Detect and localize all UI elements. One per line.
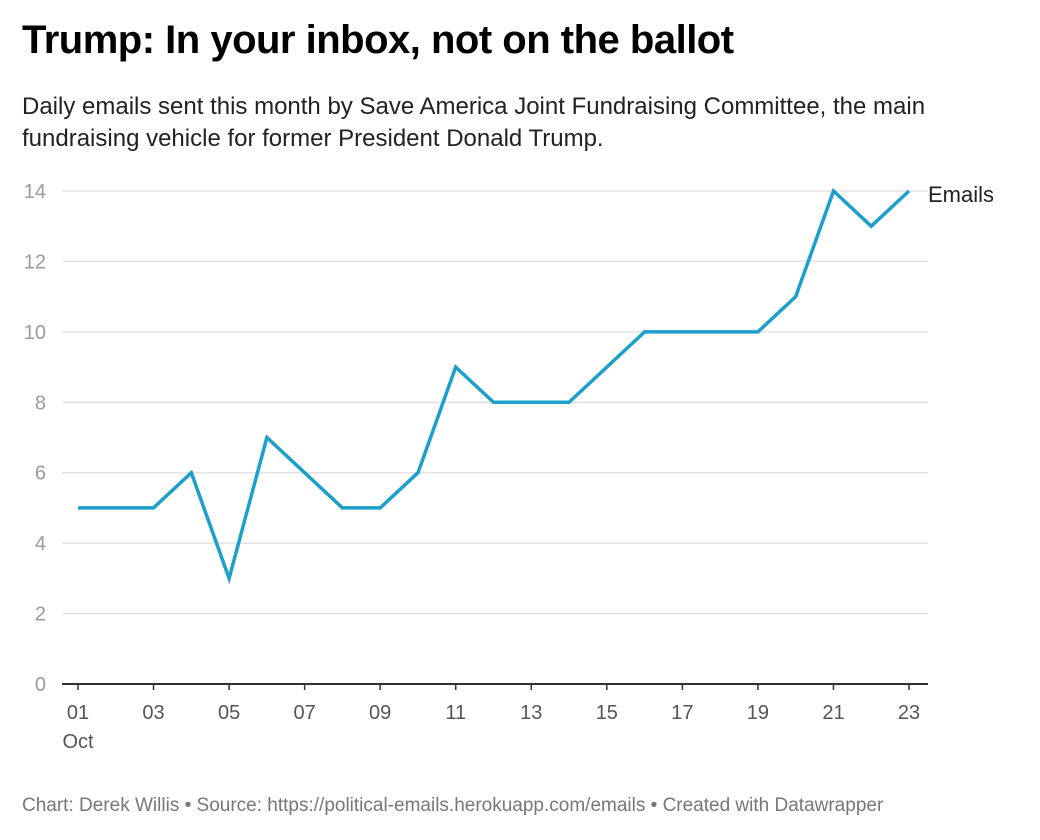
x-tick-label: 13 xyxy=(520,702,542,724)
chart-title: Trump: In your inbox, not on the ballot xyxy=(22,18,734,62)
x-tick-label: 01 xyxy=(67,702,89,724)
footer-created: Created with Datawrapper xyxy=(662,795,884,816)
y-tick-label: 2 xyxy=(35,604,46,626)
x-tick-label: 15 xyxy=(596,702,618,724)
x-tick-label: 03 xyxy=(142,702,164,724)
x-tick-label: 11 xyxy=(445,702,466,724)
x-tick-label: 17 xyxy=(671,702,693,724)
series-line-emails xyxy=(78,187,911,585)
y-tick-label: 12 xyxy=(24,251,46,273)
x-tick-label: 23 xyxy=(898,702,920,724)
series-label-emails: Emails xyxy=(928,182,994,207)
x-tick-label: 05 xyxy=(218,702,240,724)
footer-separator: • xyxy=(179,795,197,816)
y-tick-label: 0 xyxy=(35,674,46,696)
x-tick-label: 19 xyxy=(747,702,769,724)
x-tick-label: 21 xyxy=(822,702,844,724)
chart-subtitle: Daily emails sent this month by Save Ame… xyxy=(22,93,926,152)
x-tick-label: 09 xyxy=(369,702,391,724)
footer-source[interactable]: Source: https://political-emails.herokua… xyxy=(196,795,646,816)
y-tick-label: 4 xyxy=(35,533,46,555)
x-axis: 01 03 05 07 09 11 13 15 17 19 21 23 Oct xyxy=(62,683,928,753)
footer-credit: Chart: Derek Willis xyxy=(22,795,180,816)
x-month-label: Oct xyxy=(62,731,94,753)
y-tick-label: 14 xyxy=(24,181,46,203)
series-layer: Emails xyxy=(78,182,994,585)
y-axis-ticks: 0 2 4 6 8 10 12 14 xyxy=(24,181,46,696)
x-tick-label: 07 xyxy=(294,702,316,724)
chart-footer: Chart: Derek Willis • Source: https://po… xyxy=(22,795,883,817)
footer-separator: • xyxy=(645,795,663,816)
y-tick-label: 8 xyxy=(35,392,46,414)
y-tick-label: 10 xyxy=(24,322,46,344)
y-tick-label: 6 xyxy=(35,463,46,485)
